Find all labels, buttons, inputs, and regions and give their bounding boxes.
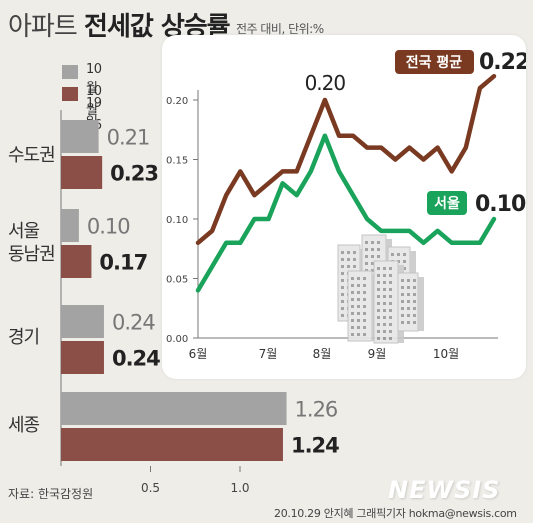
bar-sudogwon-oct26 (61, 156, 103, 189)
bar-seoul-southeast-oct26 (61, 245, 92, 278)
page-subtitle: 전주 대비, 단위:% (236, 22, 324, 36)
credit-line: 20.10.29 안지혜 그래픽기자 hokma@newsis.com (274, 507, 517, 520)
legend-swatch-oct26 (62, 87, 78, 101)
bar-x-tick-label-1: 1.0 (230, 481, 249, 495)
bar-value-label-seoul-southeast-oct19: 0.10 (87, 215, 130, 239)
bar-x-tick-label-0: 0.5 (141, 481, 160, 495)
line-series-national-average (195, 73, 497, 246)
line-chart-panel: 0.00 0.05 0.10 0.15 0.20 6월 7월 8월 9월 10월 전국 평균 0.22… (162, 35, 526, 379)
series-name-seoul: 서울 (434, 195, 460, 212)
line-y-tick-label-4: 0.20 (166, 96, 188, 107)
line-x-tick-label-1: 7월 (259, 347, 278, 361)
peak-value-national-average: 0.20 (305, 71, 346, 95)
end-value-national-average: 0.22 (479, 50, 526, 75)
bar-value-label-sudogwon-oct26: 0.23 (110, 162, 158, 186)
bar-category-label-gyeonggi: 경기 (8, 327, 39, 348)
bar-value-label-seoul-southeast-oct26: 0.17 (99, 251, 147, 275)
bar-category-label-sejong: 세종 (8, 415, 40, 436)
bar-value-label-sejong-oct19: 1.26 (295, 398, 338, 422)
bar-gyeonggi-oct19 (61, 305, 104, 338)
line-y-tick-label-3: 0.15 (166, 156, 188, 167)
line-chart: 0.00 0.05 0.10 0.15 0.20 6월 7월 8월 9월 10월 전국 평균 0.22… (166, 50, 526, 361)
bar-value-label-gyeonggi-oct19: 0.24 (112, 311, 155, 335)
bar-category-label-seoul-southeast: 서울 동남권 (8, 221, 55, 265)
legend-swatch-oct19 (62, 65, 78, 79)
apartment-buildings-illustration (337, 234, 424, 344)
newsis-watermark: NEWSIS (388, 476, 501, 504)
line-x-tick-label-2: 8월 (313, 347, 332, 361)
line-x-tick-label-0: 6월 (189, 347, 208, 361)
label-box-seoul (427, 191, 467, 215)
bar-value-label-sejong-oct26: 1.24 (291, 434, 339, 458)
source-note: 자료: 한국감정원 (8, 487, 94, 501)
bar-seoul-southeast-oct19 (61, 209, 79, 242)
bar-sejong-oct26 (61, 428, 283, 461)
bar-gyeonggi-oct26 (61, 341, 104, 374)
line-series-seoul (195, 133, 497, 293)
series-name-national-average: 전국 평균 (406, 54, 463, 71)
title-light: 아파트 (8, 12, 78, 42)
bar-value-label-gyeonggi-oct26: 0.24 (112, 347, 160, 371)
bar-category-label-sudogwon: 수도권 (8, 145, 55, 166)
line-y-tick-label-2: 0.10 (166, 215, 188, 226)
bar-sejong-oct19 (61, 392, 287, 425)
line-x-tick-label-3: 9월 (368, 347, 387, 361)
bar-value-label-sudogwon-oct19: 0.21 (107, 126, 150, 150)
label-box-national-average (395, 50, 474, 74)
line-y-tick-label-1: 0.05 (166, 275, 188, 286)
line-y-tick-label-0: 0.00 (166, 334, 188, 345)
bar-sudogwon-oct19 (61, 120, 99, 153)
end-value-seoul: 0.10 (475, 192, 526, 217)
line-x-tick-label-4: 10월 (433, 347, 459, 361)
